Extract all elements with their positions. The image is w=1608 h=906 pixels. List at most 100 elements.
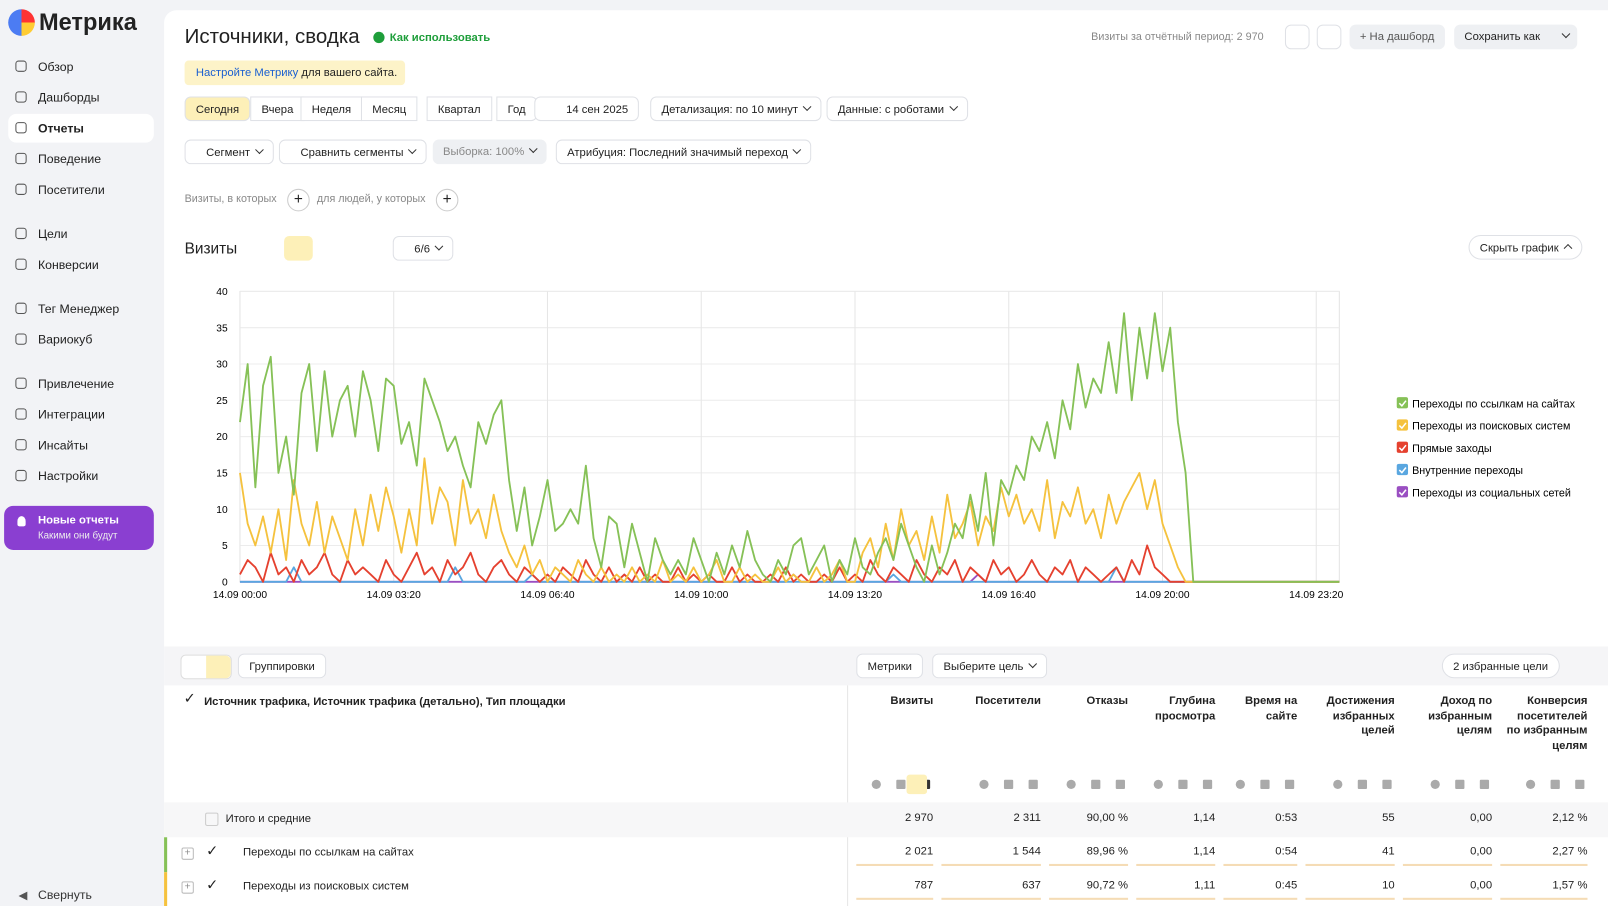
date-button[interactable]: 14 сен 2025 <box>534 96 639 122</box>
nav-item[interactable]: Интеграции <box>8 400 154 429</box>
view-icon[interactable] <box>1357 779 1368 790</box>
view-icon[interactable] <box>1550 779 1560 790</box>
segment-button[interactable]: Сегмент <box>184 139 274 165</box>
tree-view[interactable] <box>206 655 231 679</box>
promo[interactable]: Новые отчеты Какими они будут <box>4 505 154 550</box>
view-icon[interactable] <box>1003 779 1014 790</box>
period-button[interactable]: Неделя <box>300 96 363 122</box>
view-icon[interactable] <box>1235 779 1245 790</box>
column-header[interactable]: Время на сайте <box>1244 694 1298 722</box>
view-icon[interactable] <box>1115 779 1125 790</box>
cell: 2 311 <box>1013 811 1041 824</box>
view-icon[interactable] <box>871 779 881 790</box>
nav-item[interactable]: Поведение <box>8 145 154 174</box>
view-icon[interactable] <box>1202 779 1213 790</box>
column-header[interactable]: Доход по избранным целям <box>1428 694 1493 737</box>
nav-item[interactable]: Вариокуб <box>8 325 154 354</box>
sample-button[interactable]: Выборка: 100% <box>432 139 547 165</box>
series-count[interactable]: 6/6 <box>392 235 454 261</box>
nav-item[interactable]: Настройки <box>8 462 154 491</box>
column-header[interactable]: Достижения избранных целей <box>1326 694 1395 737</box>
nav-item[interactable]: Тег Менеджер <box>8 294 154 323</box>
column-header[interactable]: Визиты <box>890 694 934 707</box>
logo: Метрика <box>38 8 137 35</box>
view-icon[interactable] <box>1430 779 1440 790</box>
export-button[interactable] <box>1284 24 1310 50</box>
nav-item[interactable]: Обзор <box>8 52 154 81</box>
period-button[interactable]: Вчера <box>250 96 305 122</box>
favorites-button[interactable]: 2 избранные цели <box>1441 653 1560 679</box>
row-label[interactable]: Переходы по ссылкам на сайтах <box>243 846 414 859</box>
view-icon[interactable] <box>1153 779 1163 790</box>
nav-item[interactable]: Посетители <box>8 175 154 204</box>
legend-swatch <box>1396 397 1409 409</box>
metrics-button[interactable]: Метрики <box>856 653 924 679</box>
view-icon[interactable] <box>979 779 989 790</box>
checkbox[interactable] <box>205 812 219 826</box>
assistant-button[interactable] <box>1316 24 1342 50</box>
column-header[interactable]: Конверсия посетителей по избранным целям <box>1506 694 1588 752</box>
help-link[interactable]: Как использовать <box>389 31 491 45</box>
goal: Выберите цель <box>943 660 1024 674</box>
cell-bar <box>1049 897 1129 900</box>
hide-chart[interactable]: Скрыть график <box>1468 234 1583 260</box>
check[interactable]: ✓ <box>206 842 219 859</box>
column-header[interactable]: Глубина просмотра <box>1155 694 1216 722</box>
cell-bar <box>1500 897 1588 900</box>
view-icon[interactable] <box>1028 779 1038 790</box>
notice-text: Настройте Метрику для вашего сайта. <box>196 67 397 79</box>
nav-item[interactable]: Отчеты <box>8 113 154 143</box>
view-icon[interactable] <box>1333 779 1343 790</box>
nav-item[interactable]: Дашборды <box>8 83 154 112</box>
view-icon[interactable] <box>1479 779 1490 790</box>
view-icon[interactable] <box>896 779 906 790</box>
view-icon[interactable] <box>1455 779 1465 790</box>
add-condition[interactable]: + <box>287 188 310 212</box>
cell-bar <box>1500 863 1588 866</box>
legend-check <box>1398 422 1407 430</box>
collapse[interactable]: Свернуть <box>37 887 92 902</box>
view-icon[interactable] <box>1575 779 1585 790</box>
view-icon[interactable] <box>1284 779 1295 790</box>
line-view[interactable] <box>284 235 313 261</box>
x-tick-label: 14.09 00:00 <box>213 590 267 601</box>
help-icon <box>373 31 385 44</box>
period-button[interactable]: Год <box>496 96 537 122</box>
detail-button[interactable]: Детализация: по 10 минут <box>650 96 822 122</box>
expand[interactable]: + <box>181 847 194 860</box>
row-label[interactable]: Переходы из поисковых систем <box>243 880 409 893</box>
y-tick-label: 40 <box>216 287 228 298</box>
legend-check <box>1398 466 1407 474</box>
column-header[interactable]: Отказы <box>1086 694 1129 707</box>
data-mode-button[interactable]: Данные: с роботами <box>826 96 968 122</box>
collapse-arrow: ◀︎ <box>18 889 28 902</box>
nav-item[interactable]: Цели <box>8 220 154 249</box>
groupings-button[interactable]: Группировки <box>237 653 327 679</box>
view-icon[interactable] <box>1382 779 1392 790</box>
compare-button[interactable]: Сравнить сегменты <box>278 139 428 165</box>
period-button[interactable]: Сегодня <box>184 96 251 122</box>
period-button[interactable]: Квартал <box>426 96 492 122</box>
goal-button[interactable]: Выберите цель <box>932 653 1048 679</box>
dashboard-button[interactable]: + На дашборд <box>1349 24 1445 50</box>
expand[interactable]: + <box>181 881 194 894</box>
view-icon[interactable] <box>1066 779 1076 790</box>
column-header[interactable]: Посетители <box>975 694 1041 707</box>
period-button[interactable]: Месяц <box>360 96 418 122</box>
nav-item[interactable]: Конверсии <box>8 250 154 279</box>
page-title: Источники, сводка <box>184 25 360 49</box>
view-icon[interactable] <box>1525 779 1536 790</box>
view-icon[interactable] <box>1178 779 1188 790</box>
view-toggle[interactable] <box>180 654 232 680</box>
save-button[interactable]: Сохранить как <box>1454 24 1578 50</box>
cell-bar <box>1223 897 1298 900</box>
nav-item[interactable]: Инсайты <box>8 431 154 460</box>
add-condition[interactable]: + <box>435 188 459 212</box>
view-icon[interactable] <box>1260 779 1270 790</box>
view-icon[interactable] <box>1091 779 1101 790</box>
attribution-button[interactable]: Атрибуция: Последний значимый переход <box>555 139 812 165</box>
notice-link[interactable]: Настройте Метрику <box>195 66 299 80</box>
nav-item[interactable]: Привлечение <box>8 369 154 398</box>
check[interactable]: ✓ <box>206 876 219 893</box>
